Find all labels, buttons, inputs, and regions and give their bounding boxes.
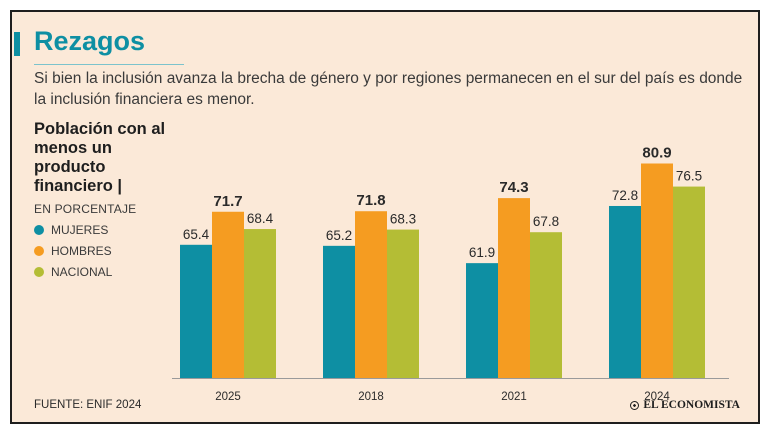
data-label-hombres-2021: 74.3 xyxy=(499,179,528,196)
x-tick-label-2018: 2018 xyxy=(358,391,384,403)
brand-name: EL ECONOMISTA xyxy=(643,399,740,411)
brand-mark-icon xyxy=(630,400,640,410)
title-accent-bar xyxy=(14,32,20,56)
data-label-nacional-2021: 67.8 xyxy=(533,214,559,229)
data-label-hombres-2024: 80.9 xyxy=(642,145,671,162)
source-note: FUENTE: ENIF 2024 xyxy=(34,399,142,411)
data-label-mujeres-2018: 65.2 xyxy=(326,228,352,243)
bar-hombres-2018 xyxy=(355,211,387,378)
page-title: Rezagos xyxy=(34,26,146,56)
bar-hombres-2021 xyxy=(498,198,530,378)
data-label-mujeres-2021: 61.9 xyxy=(469,245,495,260)
legend-swatch-hombres xyxy=(34,246,44,256)
data-label-nacional-2018: 68.3 xyxy=(390,212,416,227)
bar-mujeres-2024 xyxy=(609,205,641,378)
x-tick-label-2025: 2025 xyxy=(215,391,241,403)
data-label-hombres-2025: 71.7 xyxy=(213,193,242,210)
x-tick-label-2024: 2024 xyxy=(644,391,670,403)
bar-chart: 65.4 71.7 68.4 2025 65.2 71.8 68.3 2018 61.9 74.3… xyxy=(172,145,729,403)
legend: Población con al menos un producto finan… xyxy=(34,120,174,279)
legend-item-nacional: NACIONAL xyxy=(34,265,174,279)
bar-mujeres-2018 xyxy=(323,245,355,378)
bar-nacional-2018 xyxy=(387,229,419,378)
legend-label-hombres: HOMBRES xyxy=(51,244,112,258)
legend-unit: EN PORCENTAJE xyxy=(34,202,137,216)
title-underline xyxy=(34,64,184,65)
data-label-mujeres-2024: 72.8 xyxy=(612,188,638,203)
x-tick-label-2021: 2021 xyxy=(501,391,527,403)
bar-mujeres-2021 xyxy=(466,263,498,378)
bar-hombres-2024 xyxy=(641,163,673,378)
legend-swatch-mujeres xyxy=(34,225,44,235)
infographic-frame: Rezagos Si bien la inclusión avanza la b… xyxy=(10,10,760,424)
legend-label-nacional: NACIONAL xyxy=(51,265,113,279)
legend-swatch-nacional xyxy=(34,267,44,277)
data-label-nacional-2025: 68.4 xyxy=(247,211,274,226)
brand-logo: EL ECONOMISTA xyxy=(630,399,740,411)
bar-nacional-2025 xyxy=(244,229,276,378)
bar-mujeres-2025 xyxy=(180,244,212,378)
legend-title: Población con al menos un producto finan… xyxy=(34,120,166,195)
data-label-mujeres-2025: 65.4 xyxy=(183,227,210,242)
legend-item-hombres: HOMBRES xyxy=(34,244,174,258)
bar-nacional-2021 xyxy=(530,232,562,378)
data-label-hombres-2018: 71.8 xyxy=(356,192,385,209)
data-label-nacional-2024: 76.5 xyxy=(676,169,702,184)
legend-label-mujeres: MUJERES xyxy=(51,223,109,237)
legend-item-mujeres: MUJERES xyxy=(34,223,174,237)
bar-nacional-2024 xyxy=(673,186,705,378)
bar-hombres-2025 xyxy=(212,211,244,378)
page-subtitle: Si bien la inclusión avanza la brecha de… xyxy=(34,70,743,108)
